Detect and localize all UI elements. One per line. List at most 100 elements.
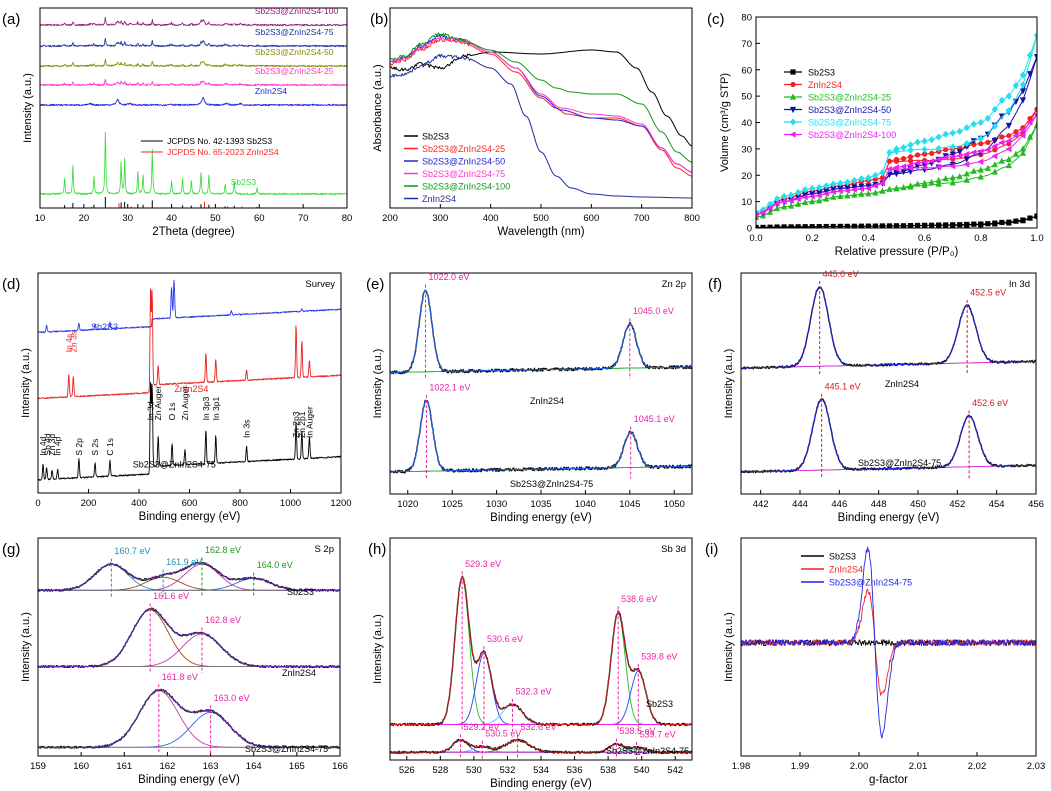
data-point <box>801 194 808 201</box>
data-point <box>1033 31 1037 40</box>
data-point <box>949 153 956 160</box>
data-point <box>766 205 773 212</box>
x-tick-label: 30 <box>122 213 133 224</box>
data-point <box>781 192 788 200</box>
data-point <box>830 193 837 200</box>
data-point <box>942 175 949 182</box>
data-point <box>943 147 949 153</box>
peak-annotation: 538.5 eV <box>620 726 656 736</box>
data-point <box>766 200 774 208</box>
peak-annotation: 164.0 eV <box>257 560 293 570</box>
data-point <box>985 221 991 227</box>
data-point <box>929 222 935 228</box>
data-point <box>886 148 893 157</box>
data-point <box>1005 122 1012 130</box>
series-line <box>741 546 1036 739</box>
legend-label: Sb2S3@ZnIn2S4-75 <box>829 578 912 588</box>
x-tick-label: 200 <box>382 213 398 224</box>
data-point <box>991 161 998 168</box>
panel-label: (d) <box>2 276 20 293</box>
fit-component <box>390 289 692 373</box>
peak-label: Zn Auger <box>153 386 163 421</box>
y-tick-label: 60 <box>741 65 752 76</box>
x-tick-label: 456 <box>1028 499 1044 510</box>
data-point <box>984 146 991 153</box>
x-tick-label: 50 <box>210 213 221 224</box>
data-point <box>1006 220 1012 226</box>
panel-b: 200 300 400 500 600 700 800 Wavelength (nm) Abso… <box>370 7 700 238</box>
data-point <box>790 69 796 75</box>
series-label: Sb2S3 <box>646 699 673 709</box>
data-point <box>836 187 843 195</box>
data-point <box>795 188 802 196</box>
data-point <box>1005 155 1012 163</box>
data-point <box>935 156 942 163</box>
data-point <box>1012 81 1020 90</box>
data-point <box>787 197 794 204</box>
data-point <box>1005 137 1012 145</box>
data-point <box>1034 213 1037 219</box>
data-point <box>802 198 809 206</box>
series-label: Sb2S3@ZnIn2S4-50 <box>255 47 334 57</box>
data-point <box>928 158 935 165</box>
data-point <box>788 202 795 209</box>
data-point <box>950 222 956 228</box>
data-point <box>949 151 956 158</box>
y-tick-label: 80 <box>741 13 752 24</box>
data-point <box>978 141 984 147</box>
data-point <box>970 167 977 174</box>
x-tick-label: 163 <box>203 761 219 772</box>
data-point <box>914 180 921 187</box>
series-label: Sb2S3 <box>91 322 118 332</box>
legend-label: ZnIn2S4 <box>422 194 456 204</box>
x-tick-label: 166 <box>332 761 348 772</box>
series-line <box>390 37 692 177</box>
plot-frame <box>740 537 1037 757</box>
data-point <box>823 188 830 195</box>
y-tick-label: 40 <box>741 118 752 129</box>
x-tick-label: 2.02 <box>968 761 987 772</box>
data-point <box>1019 97 1027 104</box>
corner-label: In 3d <box>1009 279 1030 290</box>
series-line <box>38 279 341 334</box>
series-label: Sb2S3@ZnIn2S4-75 <box>606 746 689 756</box>
y-tick-label: 70 <box>741 39 752 50</box>
data-point <box>767 224 773 228</box>
legend-label: Sb2S3@ZnIn2S4-75 <box>422 169 505 179</box>
plot-frame <box>39 7 348 209</box>
data-point <box>872 176 879 182</box>
data-point <box>963 139 970 148</box>
data-point <box>1005 161 1012 169</box>
data-point <box>816 184 823 192</box>
data-point <box>998 157 1005 164</box>
x-tick-label: 538 <box>600 765 616 776</box>
plot-area-b <box>390 32 692 199</box>
x-tick-label: 1.98 <box>732 761 751 772</box>
data-point <box>756 211 759 218</box>
data-point <box>913 159 921 166</box>
data-point <box>879 169 886 177</box>
data-point <box>956 127 963 136</box>
legend-label: ZnIn2S4 <box>808 80 842 90</box>
data-point <box>816 197 823 204</box>
y-tick-label: 30 <box>741 144 752 155</box>
data-point <box>823 195 830 202</box>
fit-component <box>38 609 340 668</box>
plot-area-g <box>38 561 340 749</box>
data-point <box>1019 127 1026 134</box>
data-point <box>865 190 872 197</box>
x-tick-label: 0 <box>35 498 40 509</box>
data-point <box>795 200 802 207</box>
fit-envelope <box>38 608 340 668</box>
x-axis-label: Wavelength (nm) <box>497 226 584 238</box>
data-point <box>872 223 879 228</box>
data-point <box>1005 145 1012 153</box>
data-point <box>977 166 984 173</box>
data-point <box>809 198 816 205</box>
panel-label: (g) <box>2 541 20 558</box>
panel-f: 442 444 446 448 450 452 454 456 Binding energy (… <box>708 269 1044 524</box>
peak-annotation: 529.3 eV <box>465 559 501 569</box>
panel-label: (f) <box>708 276 722 293</box>
peak-label: C 1s <box>105 438 115 455</box>
data-point <box>871 182 879 189</box>
